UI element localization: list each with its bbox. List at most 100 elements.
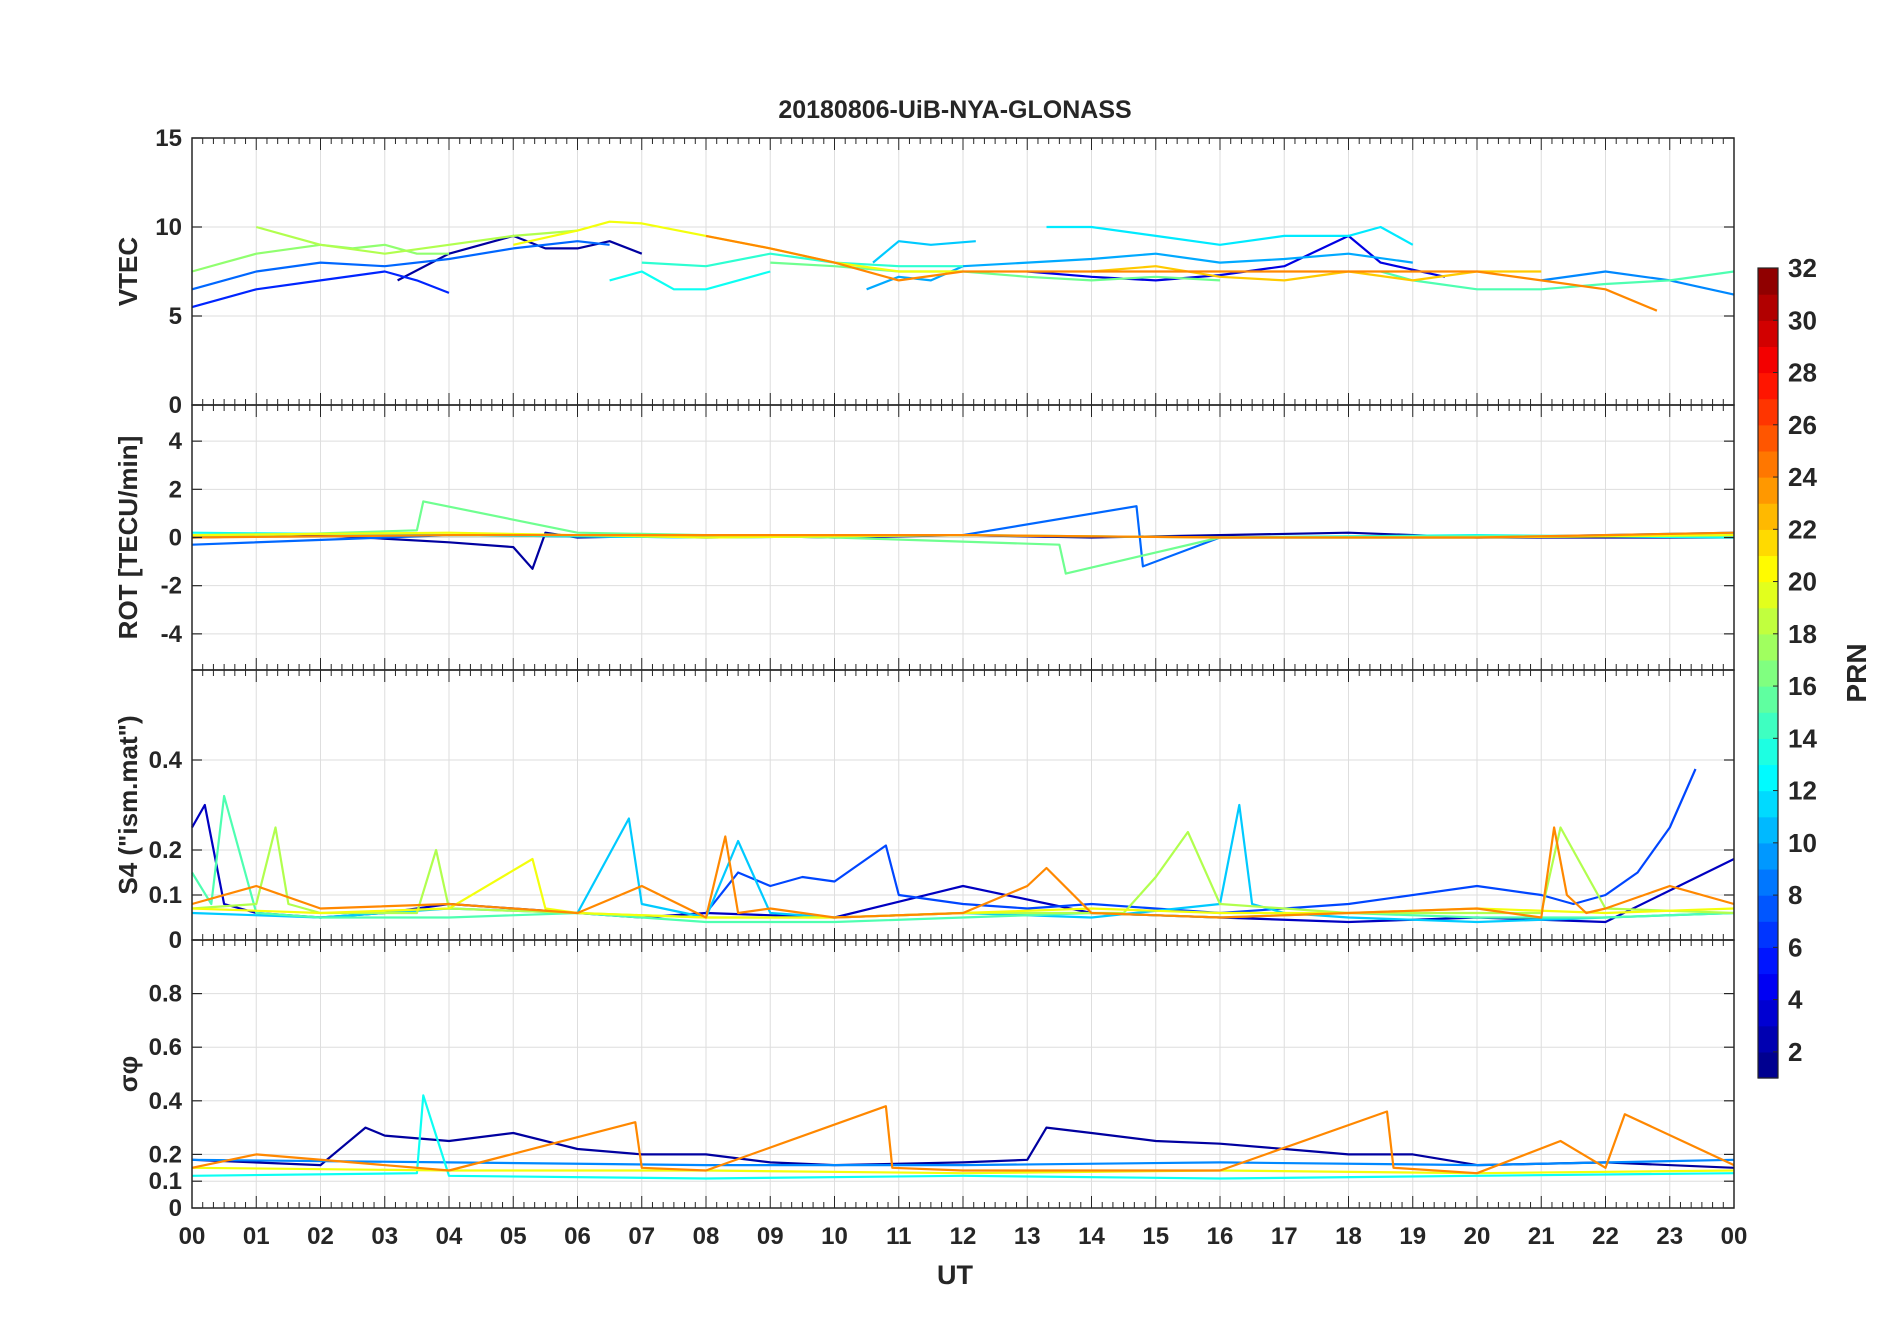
x-tick-label: 21 [1528, 1223, 1555, 1250]
x-tick-label: 20 [1464, 1223, 1491, 1250]
colorbar-tick-label: 4 [1788, 985, 1803, 1015]
colorbar-tick-label: 24 [1788, 462, 1817, 492]
x-tick-label: 00 [1721, 1223, 1748, 1250]
series-line-prn-13 [609, 270, 771, 291]
x-tick-label: 22 [1592, 1223, 1619, 1250]
colorbar-tick-label: 8 [1788, 880, 1802, 910]
y-tick-label: 0.4 [149, 747, 183, 774]
colorbar-tick-label: 6 [1788, 932, 1802, 962]
colorbar-segment [1758, 633, 1778, 661]
y-tick-label: 0 [169, 525, 182, 552]
y-tick-label: 0.2 [149, 837, 182, 864]
x-tick-label: 13 [1014, 1223, 1041, 1250]
colorbar-segment [1758, 450, 1778, 478]
series-line-prn-9 [1541, 270, 1735, 296]
series-line-prn-16 [191, 500, 1735, 575]
series-line-prn-7 [705, 768, 1697, 915]
colorbar-segment [1758, 372, 1778, 400]
x-tick-label: 16 [1207, 1223, 1234, 1250]
colorbar-tick-label: 16 [1788, 671, 1817, 701]
colorbar-segment [1758, 973, 1778, 1001]
x-tick-label: 17 [1271, 1223, 1298, 1250]
y-tick-label: 5 [169, 303, 182, 330]
series-line-prn-24 [191, 1105, 1735, 1175]
x-tick-label: 09 [757, 1223, 784, 1250]
colorbar-segment [1758, 477, 1778, 504]
series-line-prn-18 [256, 225, 578, 255]
y-tick-label: 0.4 [149, 1088, 183, 1115]
x-axis: 00 01 02 03 04 05 06 07 08 09 10 11 12 13 14 15 16 17 18 19… [179, 1223, 1748, 1250]
grid [192, 670, 1734, 941]
y-tick-label: 0.2 [149, 1141, 182, 1168]
y-tick-label: 0 [169, 1195, 182, 1222]
colorbar-tick-label: 32 [1788, 253, 1817, 283]
colorbar-segment [1758, 581, 1778, 609]
colorbar-segment [1758, 816, 1778, 844]
series-line-prn-2 [191, 1126, 1735, 1169]
x-tick-label: 19 [1399, 1223, 1426, 1250]
series-group [191, 220, 1735, 312]
series-line-prn-9 [191, 1158, 1735, 1167]
panel-vtec: 0 5 10 15 VTEC [113, 125, 1735, 419]
y-axis-label: S4 ("ism.mat") [113, 715, 143, 894]
colorbar-segment [1758, 764, 1778, 792]
colorbar-segment [1758, 947, 1778, 975]
y-tick-label: -4 [161, 621, 183, 648]
series-line-prn-10 [866, 252, 1413, 291]
x-axis-label: UT [937, 1260, 973, 1290]
y-axis-label: ROT [TECU/min] [113, 436, 143, 640]
x-tick-label: 00 [179, 1223, 206, 1250]
series-line-prn-24 [191, 826, 1735, 919]
colorbar-tick-label: 22 [1788, 514, 1817, 544]
series-line-prn-11 [872, 240, 976, 264]
y-tick-label: 0 [169, 927, 182, 954]
colorbar-segment [1758, 921, 1778, 948]
colorbar-tick-label: 2 [1788, 1037, 1802, 1067]
x-tick-label: 03 [371, 1223, 398, 1250]
y-tick-label: 10 [155, 214, 182, 241]
y-tick-label: 4 [169, 428, 183, 455]
series-line-prn-16 [770, 261, 1221, 282]
x-tick-label: 08 [693, 1223, 720, 1250]
x-tick-label: 14 [1078, 1223, 1105, 1250]
x-tick-label: 04 [436, 1223, 463, 1250]
colorbar-tick-label: 14 [1788, 723, 1817, 753]
y-tick-label: 15 [155, 125, 182, 152]
series-group [191, 500, 1735, 575]
x-tick-label: 05 [500, 1223, 527, 1250]
colorbar-segment [1758, 294, 1778, 321]
y-tick-label: 0.1 [149, 882, 182, 909]
colorbar-segment [1758, 738, 1778, 766]
y-tick-label: -2 [161, 573, 182, 600]
y-tick-label: 2 [169, 476, 182, 503]
series-line-prn-15 [191, 794, 1735, 924]
y-tick-label: 0.8 [149, 981, 182, 1008]
colorbar-segment [1758, 346, 1778, 374]
colorbar-segment [1758, 268, 1778, 295]
series-group [191, 768, 1735, 924]
x-tick-label: 02 [307, 1223, 334, 1250]
colorbar-segment [1758, 1025, 1778, 1053]
x-tick-label: 11 [886, 1223, 911, 1250]
colorbar-tick-label: 30 [1788, 305, 1817, 335]
series-line-prn-12 [1046, 225, 1414, 246]
colorbar-label: PRN [1841, 643, 1872, 702]
colorbar-segment [1758, 555, 1778, 583]
series-line-prn-6 [191, 270, 450, 309]
y-tick-label: 0.1 [149, 1168, 182, 1195]
colorbar-segment [1758, 1051, 1778, 1079]
panel-s4: 0 0.1 0.2 0.4S4 ("ism.mat") [113, 669, 1735, 954]
x-tick-label: 06 [564, 1223, 591, 1250]
colorbar-segment [1758, 999, 1778, 1027]
y-axis-label: σφ [113, 1056, 143, 1092]
colorbar-tick-label: 12 [1788, 776, 1817, 806]
x-tick-label: 07 [628, 1223, 655, 1250]
colorbar-segment [1758, 686, 1778, 713]
colorbar-segment [1758, 868, 1778, 896]
y-axis-label: VTEC [113, 237, 143, 307]
x-tick-label: 15 [1142, 1223, 1169, 1250]
colorbar-segment [1758, 790, 1778, 818]
